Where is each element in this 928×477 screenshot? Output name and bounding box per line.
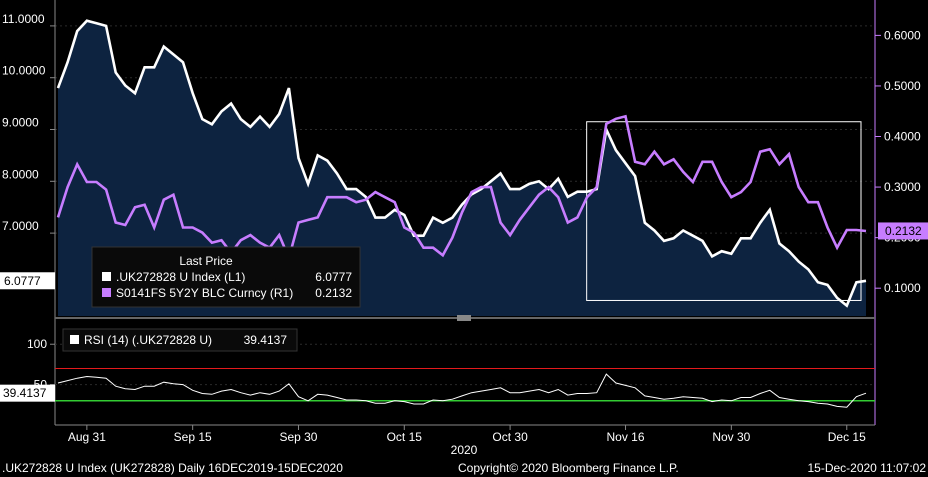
legend-swatch-blc (102, 288, 111, 297)
right-last-value-tag: 0.2132 (878, 222, 928, 240)
x-tick-label: Nov 16 (607, 430, 645, 444)
rsi-line (57, 373, 867, 408)
svg-text:6.0777: 6.0777 (4, 274, 41, 288)
legend-value-uk: 6.0777 (315, 270, 352, 284)
footer-security: .UK272828 U Index (UK272828) Daily 16DEC… (2, 461, 343, 475)
legend-swatch-uk (102, 272, 111, 281)
left-tick-label: 7.0000 (2, 219, 39, 233)
x-tick-label: Sep 30 (279, 430, 317, 444)
svg-text:39.4137: 39.4137 (3, 386, 47, 400)
left-tick-label: 9.0000 (2, 116, 39, 130)
x-tick-label: Aug 31 (68, 430, 106, 444)
footer-timestamp: 15-Dec-2020 11:07:02 (807, 461, 926, 475)
panel-divider-handle[interactable] (457, 315, 471, 321)
rsi-legend-label: RSI (14) (.UK272828 U) (84, 333, 212, 347)
right-tick-label: 0.6000 (884, 28, 921, 42)
right-tick-label: 0.4000 (884, 130, 921, 144)
x-tick-label: Oct 30 (492, 430, 528, 444)
blc-curncy-line (56, 114, 867, 262)
rsi-legend-swatch (70, 335, 79, 344)
right-tick-label: 0.3000 (884, 180, 921, 194)
legend-label-uk: .UK272828 U Index (L1) (116, 270, 245, 284)
highlight-box (586, 121, 862, 301)
right-tick-label: 0.1000 (884, 281, 921, 295)
legend-label-blc: S0141FS 5Y2Y BLC Curncy (R1) (116, 286, 293, 300)
x-tick-label: Nov 30 (712, 430, 750, 444)
legend-value-blc: 0.2132 (315, 286, 352, 300)
rsi-legend-value: 39.4137 (244, 333, 288, 347)
main-legend[interactable]: Last Price .UK272828 U Index (L1) 6.0777… (91, 246, 361, 308)
x-tick-label: Dec 15 (828, 430, 866, 444)
right-tick-label: 0.5000 (884, 79, 921, 93)
left-last-value-tag: 6.0777 (0, 272, 55, 290)
uk-index-line (56, 19, 867, 308)
svg-text:0.2132: 0.2132 (885, 224, 922, 238)
left-tick-label: 11.0000 (2, 12, 45, 26)
x-tick-label: Oct 15 (387, 430, 423, 444)
rsi-legend[interactable]: RSI (14) (.UK272828 U) 39.4137 (62, 328, 298, 352)
rsi-last-value-tag: 39.4137 (0, 384, 55, 402)
x-axis-year-label: 2020 (451, 443, 478, 457)
left-tick-label: 8.0000 (2, 167, 39, 181)
x-axis-ticks: Aug 31 Sep 15 Sep 30 Oct 15 Oct 30 Nov 16 Nov … (68, 425, 866, 444)
x-tick-label: Sep 15 (174, 430, 212, 444)
left-axis-ticks: 11.0000 10.0000 9.0000 8.0000 7.0000 (2, 12, 55, 234)
left-tick-label: 10.0000 (2, 64, 46, 78)
footer-copyright: Copyright© 2020 Bloomberg Finance L.P. (458, 461, 679, 475)
rsi-tick-label: 100 (27, 337, 47, 351)
legend-header: Last Price (179, 254, 233, 268)
